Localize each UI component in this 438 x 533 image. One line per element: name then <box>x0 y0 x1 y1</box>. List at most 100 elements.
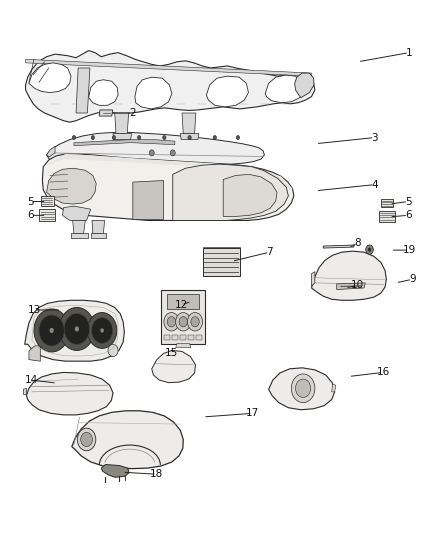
Circle shape <box>39 315 64 346</box>
Polygon shape <box>46 146 55 157</box>
Circle shape <box>213 135 216 140</box>
Circle shape <box>291 374 315 402</box>
Text: 9: 9 <box>409 274 416 284</box>
Polygon shape <box>72 411 183 469</box>
Circle shape <box>191 317 199 327</box>
Text: 18: 18 <box>150 469 163 479</box>
Bar <box>188 335 194 340</box>
Text: 10: 10 <box>351 280 364 290</box>
Polygon shape <box>26 373 113 415</box>
Circle shape <box>72 135 76 140</box>
Circle shape <box>176 312 191 331</box>
Polygon shape <box>43 197 54 206</box>
Circle shape <box>164 312 179 331</box>
Polygon shape <box>39 209 56 222</box>
Polygon shape <box>46 168 96 204</box>
Text: 13: 13 <box>27 305 41 315</box>
Text: 8: 8 <box>354 238 361 248</box>
Polygon shape <box>173 164 288 221</box>
Polygon shape <box>381 199 393 207</box>
Circle shape <box>75 326 79 332</box>
Text: 17: 17 <box>246 408 259 418</box>
Text: 4: 4 <box>371 180 378 190</box>
Circle shape <box>64 313 90 344</box>
Text: 16: 16 <box>376 367 390 377</box>
Text: 5: 5 <box>405 197 412 206</box>
Bar <box>167 294 199 309</box>
Circle shape <box>59 308 95 350</box>
Circle shape <box>368 247 371 252</box>
Circle shape <box>91 135 95 140</box>
Circle shape <box>366 245 373 254</box>
Polygon shape <box>43 154 293 191</box>
Circle shape <box>77 428 96 451</box>
Polygon shape <box>311 251 386 300</box>
Polygon shape <box>25 51 315 122</box>
Polygon shape <box>323 245 354 248</box>
Polygon shape <box>101 465 129 478</box>
Polygon shape <box>152 350 195 383</box>
Polygon shape <box>180 133 199 140</box>
Text: 19: 19 <box>403 245 416 255</box>
Polygon shape <box>25 300 124 361</box>
Circle shape <box>34 309 69 352</box>
Polygon shape <box>332 384 336 392</box>
Polygon shape <box>92 221 105 234</box>
Polygon shape <box>379 211 395 222</box>
Text: 6: 6 <box>27 211 34 220</box>
Text: 7: 7 <box>266 247 273 257</box>
Polygon shape <box>71 233 88 238</box>
Circle shape <box>149 150 154 156</box>
Polygon shape <box>135 77 172 109</box>
Polygon shape <box>46 132 265 164</box>
Circle shape <box>167 317 176 327</box>
Circle shape <box>170 150 175 156</box>
Polygon shape <box>311 272 315 286</box>
Polygon shape <box>182 113 196 133</box>
Polygon shape <box>88 80 118 106</box>
Polygon shape <box>73 221 85 234</box>
Polygon shape <box>29 346 40 361</box>
Bar <box>164 335 170 340</box>
Circle shape <box>188 135 191 140</box>
Text: 14: 14 <box>25 375 39 385</box>
Circle shape <box>88 312 117 349</box>
Text: 15: 15 <box>165 349 179 359</box>
Polygon shape <box>133 181 163 220</box>
Text: 1: 1 <box>406 47 412 58</box>
Polygon shape <box>76 68 90 113</box>
Circle shape <box>236 135 240 140</box>
Circle shape <box>49 328 54 333</box>
Circle shape <box>92 318 113 343</box>
Polygon shape <box>29 63 71 93</box>
Circle shape <box>108 344 118 357</box>
Polygon shape <box>206 76 248 107</box>
Polygon shape <box>41 196 54 206</box>
Polygon shape <box>203 248 240 277</box>
Polygon shape <box>268 368 335 410</box>
Polygon shape <box>25 59 311 76</box>
Polygon shape <box>337 283 365 289</box>
Polygon shape <box>265 75 304 103</box>
Text: 6: 6 <box>405 211 412 220</box>
Text: 3: 3 <box>371 133 378 142</box>
Bar <box>196 335 202 340</box>
Circle shape <box>162 135 166 140</box>
Polygon shape <box>99 110 113 116</box>
Polygon shape <box>161 290 205 343</box>
Circle shape <box>100 328 104 333</box>
Circle shape <box>187 312 203 331</box>
Polygon shape <box>113 133 131 140</box>
Bar <box>180 335 186 340</box>
Polygon shape <box>295 73 314 98</box>
Polygon shape <box>74 140 175 146</box>
Circle shape <box>296 379 311 398</box>
Circle shape <box>179 317 187 327</box>
Circle shape <box>138 135 141 140</box>
Polygon shape <box>176 343 191 348</box>
Polygon shape <box>63 206 91 221</box>
Bar <box>172 335 178 340</box>
Text: 2: 2 <box>130 108 136 118</box>
Circle shape <box>81 432 92 447</box>
Text: 5: 5 <box>27 197 34 206</box>
